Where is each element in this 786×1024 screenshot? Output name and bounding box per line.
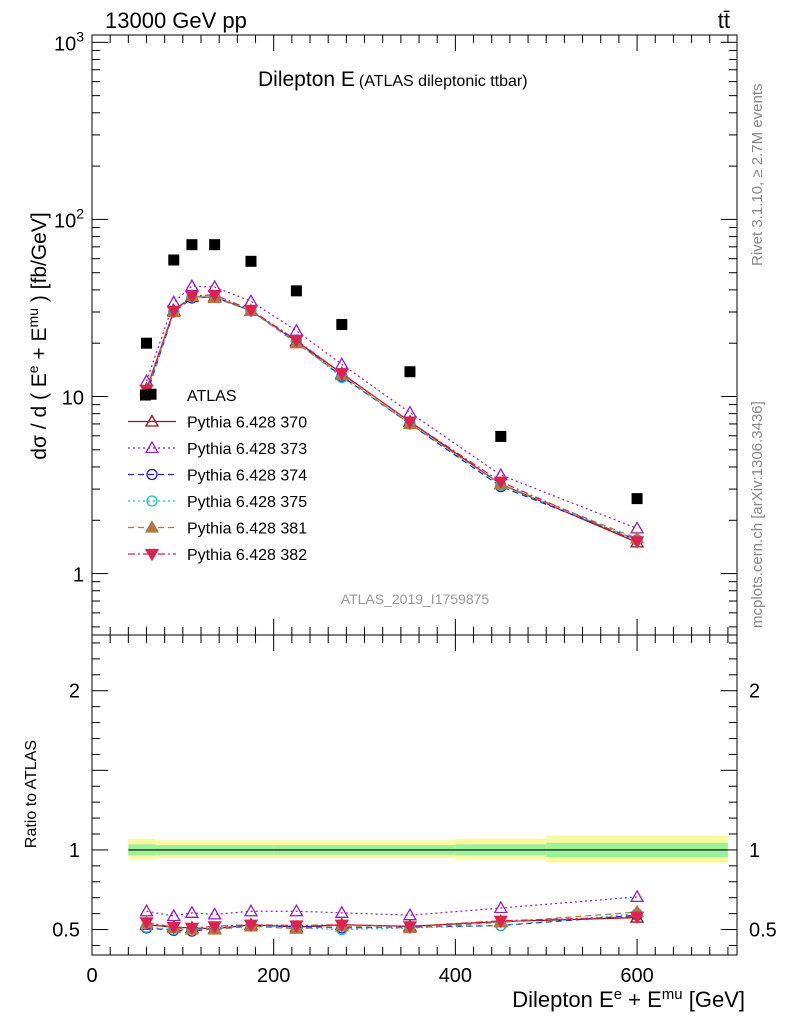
series-6-point bbox=[207, 289, 222, 303]
ratio-series-2-point bbox=[289, 903, 304, 917]
series-6-point bbox=[629, 536, 645, 549]
rivet-version-label: Rivet 3.1.10, ≥ 2.7M events bbox=[749, 84, 766, 267]
ratio-y-tick-label: 2 bbox=[749, 681, 760, 703]
legend-label: Pythia 6.428 381 bbox=[187, 521, 307, 538]
ratio-series-6-line bbox=[146, 916, 638, 929]
x-tick-label: 600 bbox=[620, 965, 653, 987]
ratio-series-6-point bbox=[629, 911, 645, 925]
ratio-series-6-point bbox=[243, 919, 259, 933]
main-plot-frame bbox=[91, 34, 738, 636]
legend-marker bbox=[144, 440, 160, 454]
series-6-point bbox=[334, 368, 349, 381]
y-tick-label: 103 bbox=[54, 28, 84, 55]
ratio-series-2-point bbox=[243, 903, 259, 917]
ratio-series-2-line bbox=[146, 896, 638, 917]
legend-label: Pythia 6.428 375 bbox=[187, 494, 307, 511]
atlas-data-point bbox=[145, 388, 157, 400]
legend-label: Pythia 6.428 373 bbox=[187, 441, 307, 458]
analysis-id-label: ATLAS_2019_I1759875 bbox=[341, 591, 490, 607]
ratio-series-2-point bbox=[334, 905, 349, 918]
ratio-series-6-point bbox=[289, 920, 304, 933]
y-tick-label: 10 bbox=[62, 388, 84, 410]
ratio-series-6-point bbox=[184, 922, 200, 936]
ratio-series-6-point bbox=[207, 921, 222, 934]
x-tick-label: 400 bbox=[439, 965, 472, 987]
ratio-series-2-point bbox=[139, 903, 154, 917]
energy-label: 13000 GeV pp bbox=[105, 8, 247, 33]
legend-marker bbox=[144, 520, 160, 533]
legend-atlas-label: ATLAS bbox=[187, 388, 237, 405]
ratio-series-2-point bbox=[166, 908, 181, 922]
ratio-series-2-point bbox=[184, 905, 200, 918]
ratio-y-tick-label: 0.5 bbox=[749, 920, 777, 942]
series-6-point bbox=[166, 305, 181, 319]
series-6-point bbox=[402, 416, 418, 430]
legend-marker bbox=[146, 468, 158, 481]
legend-marker bbox=[146, 495, 158, 507]
mcplots-label: mcplots.cern.ch [arXiv:1306.3436] bbox=[749, 401, 766, 628]
atlas-data-point bbox=[245, 255, 257, 267]
atlas-data-point bbox=[141, 337, 153, 349]
ratio-y-tick-label: 2 bbox=[69, 681, 80, 703]
ratio-series-6-point bbox=[139, 917, 154, 930]
process-label: tt̄ bbox=[718, 8, 730, 33]
x-tick-label: 200 bbox=[257, 965, 290, 987]
series-6-line bbox=[145, 294, 638, 542]
ratio-plot-frame bbox=[91, 634, 738, 956]
ratio-series-4-line bbox=[146, 913, 638, 931]
series-6-point bbox=[289, 335, 304, 348]
ratio-y-tick-label: 1 bbox=[69, 840, 80, 862]
ratio-y-tick-label: 1 bbox=[749, 840, 760, 862]
atlas-data-point bbox=[209, 239, 221, 251]
plot-title-main: Dilepton E bbox=[258, 68, 355, 91]
series-6-point bbox=[184, 290, 200, 304]
legend-marker bbox=[144, 414, 160, 427]
plot-title: Dilepton E (ATLAS dileptonic ttbar) bbox=[258, 68, 528, 91]
ratio-series-2-point bbox=[629, 889, 645, 903]
y-tick-label: 1 bbox=[73, 565, 84, 587]
y-tick-label: 102 bbox=[54, 205, 84, 232]
ratio-series-6-point bbox=[334, 919, 349, 933]
atlas-data-point bbox=[168, 254, 180, 266]
ratio-series-6-point bbox=[166, 921, 181, 935]
ratio-y-axis-label: Ratio to ATLAS bbox=[23, 740, 40, 848]
ratio-plot-panel: Ratio to ATLAS Dilepton Ee + Emu [GeV] 0… bbox=[23, 634, 777, 1013]
x-tick-label: 0 bbox=[86, 965, 97, 987]
ratio-series-6-point bbox=[402, 921, 418, 934]
main-plot-panel: Dilepton E (ATLAS dileptonic ttbar) ATLAS… bbox=[25, 28, 738, 636]
ratio-series-2-point bbox=[207, 907, 222, 920]
series-2-line bbox=[145, 285, 638, 529]
legend-label: Pythia 6.428 370 bbox=[187, 415, 307, 432]
legend-label: Pythia 6.428 374 bbox=[187, 468, 307, 485]
series-2-point bbox=[289, 323, 304, 336]
atlas-data-point bbox=[495, 430, 507, 442]
x-axis-label: Dilepton Ee + Emu [GeV] bbox=[512, 986, 745, 1013]
ratio-series-6-point bbox=[493, 915, 508, 929]
legend-label: Pythia 6.428 382 bbox=[187, 547, 307, 564]
atlas-data-point bbox=[186, 239, 198, 251]
ratio-y-tick-label: 0.5 bbox=[52, 920, 80, 942]
series-3-line bbox=[145, 296, 638, 541]
atlas-data-point bbox=[290, 285, 302, 297]
series-4-line bbox=[145, 296, 638, 541]
atlas-data-point bbox=[404, 366, 416, 378]
legend-atlas-marker bbox=[140, 389, 151, 401]
plot-title-sub: (ATLAS dileptonic ttbar) bbox=[359, 73, 528, 90]
legend-marker bbox=[144, 548, 160, 562]
atlas-data-point bbox=[631, 493, 643, 505]
atlas-data-point bbox=[336, 319, 348, 331]
series-6-point bbox=[493, 476, 508, 490]
ratio-series-2-point bbox=[493, 900, 508, 914]
y-axis-label: dσ / d ( Ee + Emu ) [fb/GeV] bbox=[25, 212, 51, 459]
series-6-point bbox=[243, 304, 259, 318]
ratio-series-2-point bbox=[402, 907, 418, 921]
